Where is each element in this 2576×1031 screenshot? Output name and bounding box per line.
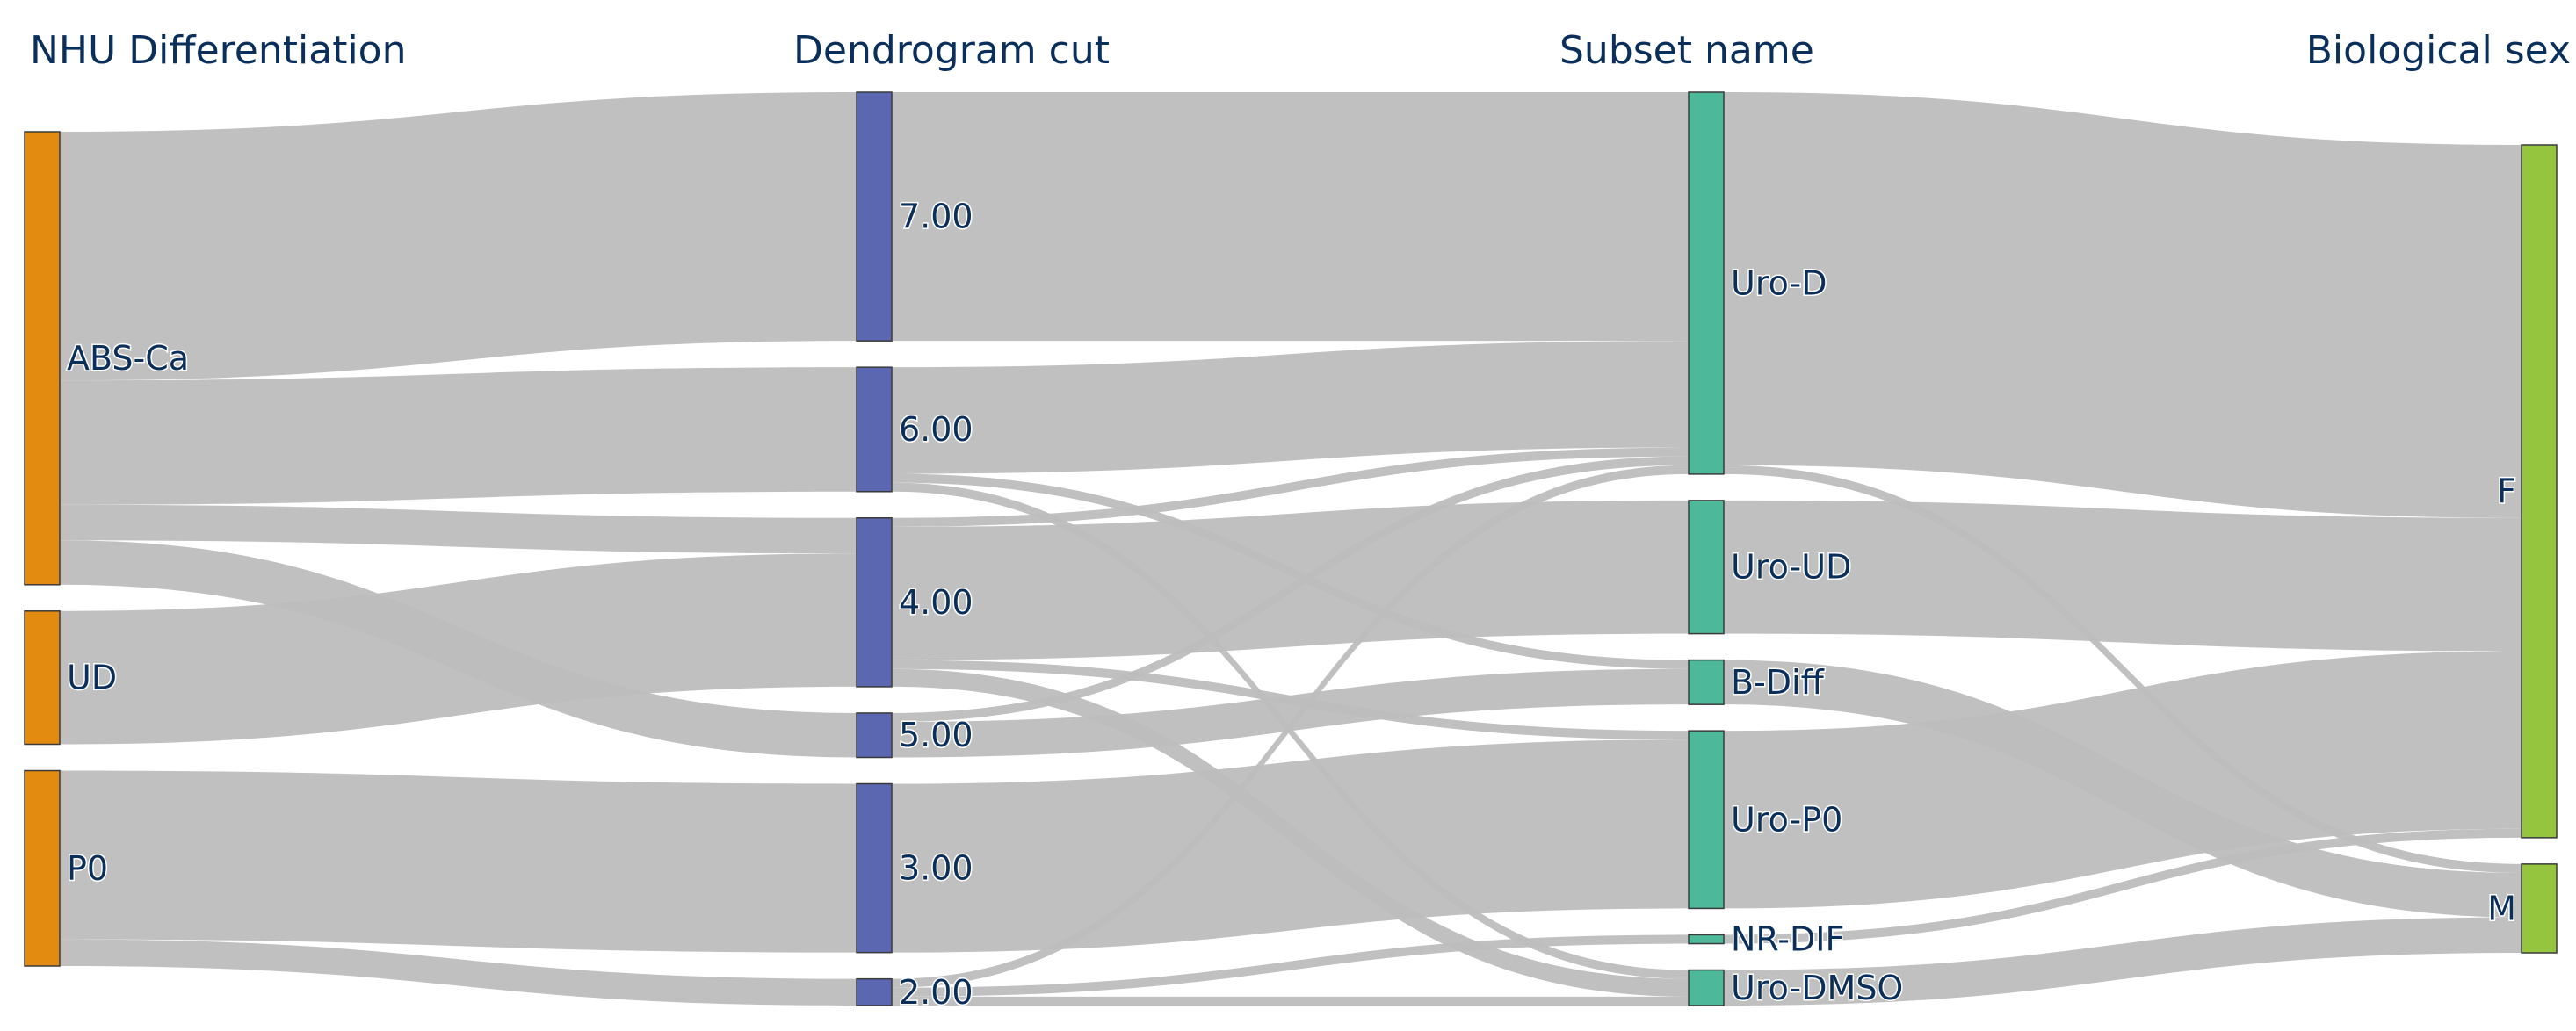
column-title-3: Biological sex <box>2305 28 2571 73</box>
node-5 <box>856 712 893 759</box>
node-3 <box>856 782 893 954</box>
node-label-ABS-Ca: ABS-Ca <box>67 339 189 378</box>
link-ABS-Ca-to-6 <box>60 367 857 505</box>
node-label-Uro-P0: Uro-P0 <box>1731 800 1842 839</box>
node-B-Diff <box>1688 659 1725 705</box>
link-4-to-Uro-D <box>892 447 1689 527</box>
node-Uro-P0 <box>1688 730 1725 910</box>
sankey-links <box>60 92 2522 1006</box>
column-title-1: Dendrogram cut <box>793 28 1110 73</box>
node-F <box>2521 144 2558 839</box>
link-6-to-Uro-D <box>892 341 1689 474</box>
link-5-to-B-Diff <box>892 668 1689 758</box>
node-2 <box>856 977 893 1006</box>
node-P0 <box>24 769 61 967</box>
link-2-to-Uro-D <box>892 465 1689 988</box>
link-4-to-Uro-UD <box>892 500 1689 660</box>
node-label-Uro-UD: Uro-UD <box>1731 548 1851 587</box>
link-P0-to-3 <box>60 770 857 953</box>
node-label-2: 2.00 <box>899 973 973 1012</box>
node-Uro-UD <box>1688 500 1725 635</box>
node-label-3: 3.00 <box>899 849 973 888</box>
sankey-nodes <box>24 91 2558 1006</box>
node-UD <box>24 610 61 746</box>
column-title-0: NHU Differentiation <box>30 28 407 73</box>
node-label-Uro-DMSO: Uro-DMSO <box>1731 969 1903 1007</box>
link-ABS-Ca-to-7 <box>60 92 857 381</box>
node-Uro-D <box>1688 91 1725 475</box>
node-label-5: 5.00 <box>899 716 973 754</box>
link-ABS-Ca-to-4 <box>60 504 857 554</box>
link-7-to-Uro-D <box>892 92 1689 342</box>
link-Uro-D-to-F <box>1724 92 2522 518</box>
node-label-NR-DIF: NR-DIF <box>1731 919 1844 958</box>
node-label-P0: P0 <box>67 849 108 888</box>
link-Uro-P0-to-F <box>1724 651 2522 909</box>
column-title-2: Subset name <box>1559 28 1814 73</box>
node-label-Uro-D: Uro-D <box>1731 263 1827 302</box>
node-label-7: 7.00 <box>899 198 973 236</box>
link-Uro-D-to-M <box>1724 465 2522 873</box>
node-label-B-Diff: B-Diff <box>1731 663 1825 702</box>
node-label-UD: UD <box>67 659 117 697</box>
node-label-4: 4.00 <box>899 583 973 622</box>
node-6 <box>856 366 893 493</box>
link-3-to-Uro-P0 <box>892 739 1689 953</box>
node-7 <box>856 91 893 342</box>
link-NR-DIF-to-F <box>1724 828 2522 944</box>
sankey-labels: 2.00 3.00 4.00 5.00 6.00 7.00 ABS-Ca UD P0 Uro-D U… <box>66 196 2518 1013</box>
link-P0-to-2 <box>60 939 857 1006</box>
link-UD-to-4 <box>60 553 857 745</box>
link-Uro-DMSO-to-M <box>1724 917 2522 1006</box>
link-2-to-NR-DIF <box>892 934 1689 997</box>
node-M <box>2521 863 2558 954</box>
node-ABS-Ca <box>24 131 61 586</box>
node-label-6: 6.00 <box>899 410 973 449</box>
node-label-F: F <box>2497 472 2516 510</box>
node-NR-DIF <box>1688 934 1725 945</box>
link-5-to-Uro-D <box>892 456 1689 723</box>
node-label-M: M <box>2487 889 2516 927</box>
node-Uro-DMSO <box>1688 969 1725 1006</box>
link-2-to-Uro-DMSO <box>892 996 1689 1006</box>
node-4 <box>856 517 893 688</box>
link-Uro-UD-to-F <box>1724 500 2522 652</box>
